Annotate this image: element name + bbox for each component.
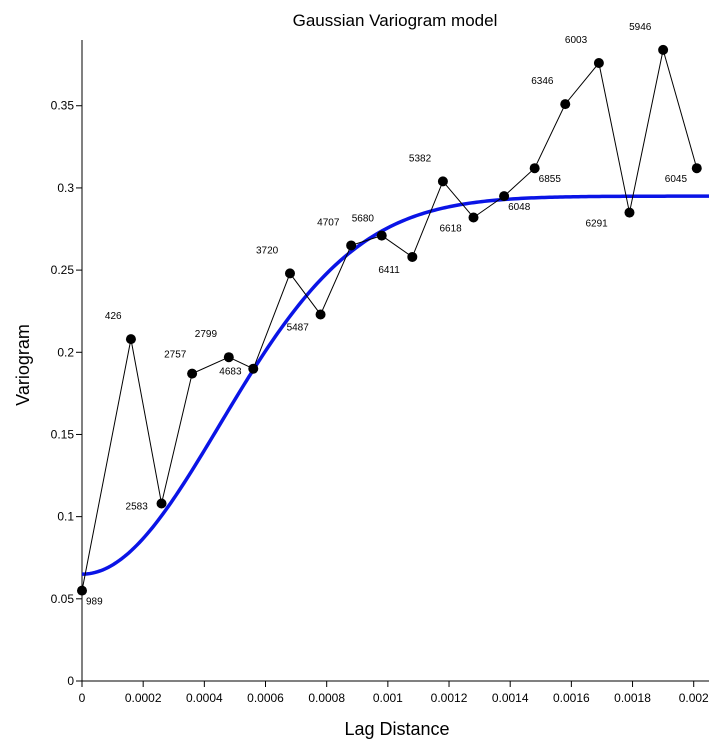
point-label: 6618 (439, 224, 462, 235)
data-point (560, 99, 571, 110)
y-tick-label: 0.3 (57, 181, 74, 195)
x-tick-label: 0.0012 (431, 691, 468, 705)
point-label: 5487 (287, 322, 310, 333)
data-point (346, 240, 357, 251)
experimental-points (77, 44, 702, 596)
point-label: 4707 (317, 217, 340, 228)
point-label: 6048 (508, 202, 531, 213)
x-tick-label: 0.0002 (125, 691, 162, 705)
point-label: 5946 (629, 22, 652, 33)
y-tick-label: 0.25 (51, 263, 75, 277)
gaussian-model-curve (81, 194, 709, 576)
point-label: 6291 (585, 219, 608, 230)
data-point (284, 268, 295, 279)
data-point (248, 363, 259, 374)
data-point (468, 212, 479, 223)
data-point (499, 191, 510, 202)
y-tick-label: 0.35 (51, 99, 75, 113)
x-ticks: 0 0.0002 0.0004 0.0006 0.0008 0.001 0.0012 0.00… (79, 681, 709, 705)
data-point (437, 176, 448, 187)
data-point (529, 163, 540, 174)
point-label: 426 (105, 311, 122, 322)
y-tick-label: 0.05 (51, 592, 75, 606)
experimental-variogram-line (81, 49, 698, 591)
data-point (187, 368, 198, 379)
chart-title: Gaussian Variogram model (293, 11, 498, 30)
point-labels: 989 426 2583 2757 2799 4683 3720 5487 4707 5680 64… (86, 22, 687, 608)
x-tick-label: 0.0004 (186, 691, 223, 705)
point-label: 3720 (256, 245, 279, 256)
y-ticks: 0 0.05 0.1 0.15 0.2 0.25 0.3 0.35 (51, 99, 82, 688)
x-tick-label: 0.0006 (247, 691, 284, 705)
x-tick-label: 0.002 (679, 691, 709, 705)
data-point (593, 58, 604, 69)
point-label: 2757 (164, 350, 187, 361)
point-label: 6346 (531, 76, 554, 87)
point-label: 6003 (565, 35, 588, 46)
x-tick-label: 0 (79, 691, 86, 705)
point-label: 2799 (195, 329, 218, 340)
y-tick-label: 0.15 (51, 427, 75, 441)
x-tick-label: 0.0008 (308, 691, 345, 705)
point-label: 4683 (219, 367, 242, 378)
data-point (407, 251, 418, 262)
point-label: 5680 (352, 214, 375, 225)
point-label: 5382 (409, 153, 432, 164)
y-tick-label: 0.2 (57, 345, 74, 359)
data-point (156, 498, 167, 509)
data-point (77, 585, 87, 596)
data-point (125, 334, 136, 345)
point-label: 6411 (378, 265, 400, 276)
x-tick-label: 0.0018 (614, 691, 651, 705)
data-point (624, 207, 635, 218)
y-tick-label: 0 (67, 674, 74, 688)
point-label: 2583 (126, 501, 149, 512)
point-label: 6045 (665, 174, 688, 185)
x-tick-label: 0.001 (373, 691, 403, 705)
y-tick-label: 0.1 (57, 510, 74, 524)
data-point (658, 44, 669, 55)
x-axis-label: Lag Distance (344, 719, 449, 739)
data-point (376, 230, 387, 241)
y-axis-label: Variogram (13, 324, 33, 406)
data-point (315, 309, 326, 320)
x-tick-label: 0.0014 (492, 691, 529, 705)
point-label: 989 (86, 597, 103, 608)
point-label: 6855 (539, 174, 562, 185)
data-point (691, 163, 702, 174)
x-tick-label: 0.0016 (553, 691, 590, 705)
data-point (223, 352, 234, 363)
